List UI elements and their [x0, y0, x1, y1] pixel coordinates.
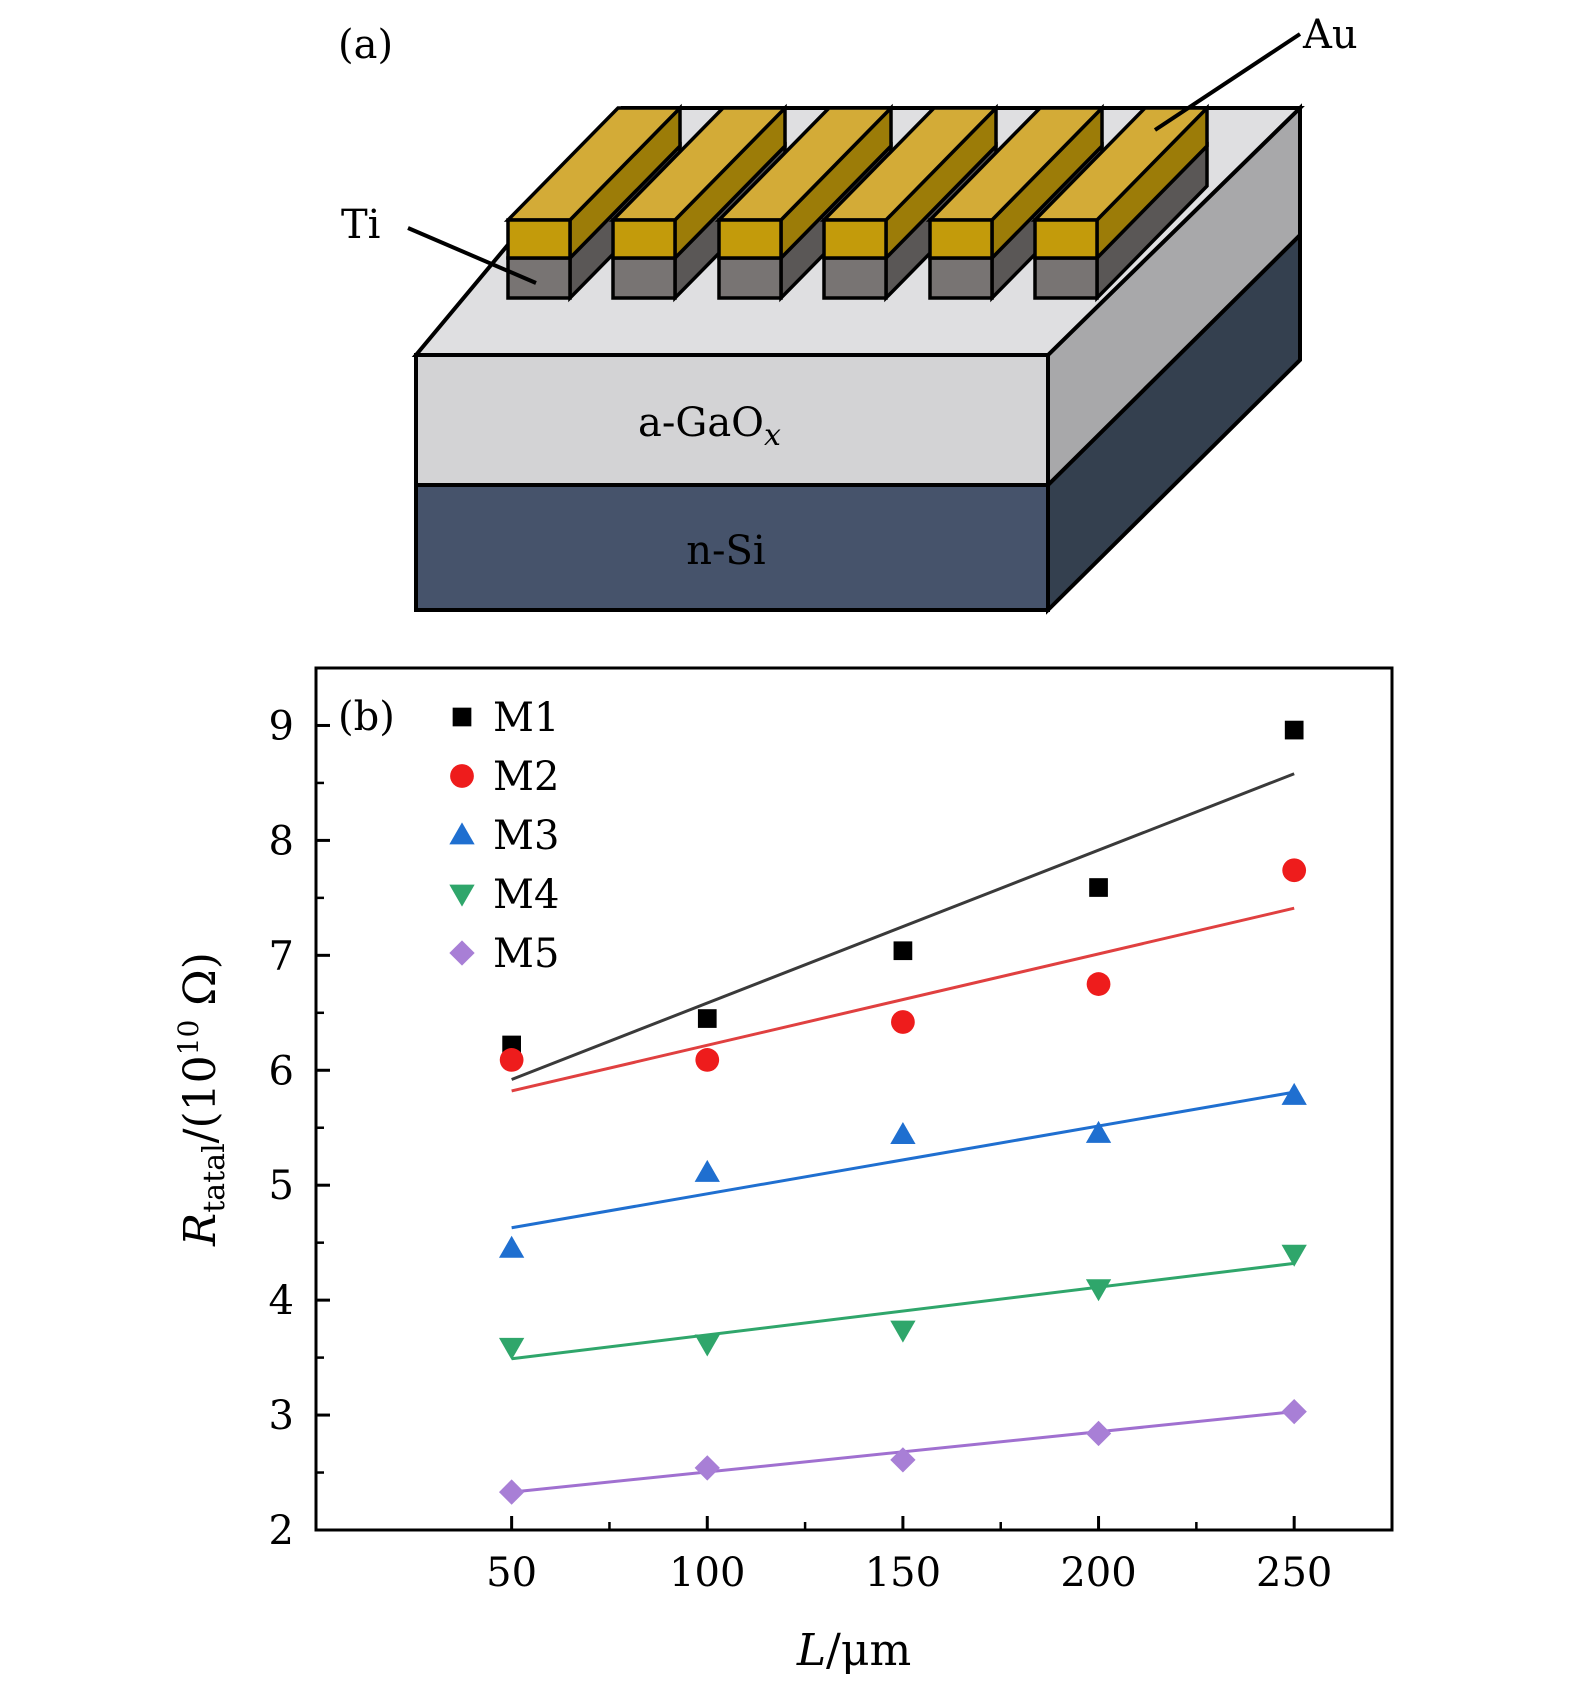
x-tick-label: 250	[1256, 1550, 1332, 1596]
y-tick-label: 3	[269, 1393, 294, 1439]
panel-a-label: (a)	[338, 22, 393, 68]
data-point-m3	[1281, 1082, 1307, 1105]
data-point-m3	[498, 1235, 525, 1258]
y-tick-label: 8	[269, 818, 294, 864]
data-point-m4	[890, 1320, 916, 1343]
data-point-m4	[694, 1334, 720, 1357]
data-point-m3	[890, 1121, 916, 1144]
fit-line-m4	[511, 1261, 1295, 1361]
data-point-m5	[1281, 1398, 1307, 1425]
panel-b-label: (b)	[338, 694, 395, 740]
n-si-label: n-Si	[686, 528, 765, 574]
legend-marker-m5	[449, 940, 475, 966]
data-point-m4	[1085, 1279, 1112, 1302]
data-point-m5	[694, 1455, 720, 1481]
x-tick-label: 100	[669, 1550, 745, 1596]
data-point-m3	[694, 1159, 720, 1182]
ti-front-face	[928, 256, 994, 300]
au-front-face	[928, 218, 994, 260]
ti-front-face	[611, 256, 677, 300]
data-point-m1	[697, 1009, 717, 1028]
legend-label-m3: M3	[493, 813, 559, 859]
ti-front-face	[717, 256, 783, 300]
y-tick-label: 9	[269, 703, 294, 749]
x-tick-label: 50	[486, 1550, 537, 1596]
legend-marker-m3	[449, 822, 475, 845]
y-tick-label: 5	[269, 1163, 294, 1209]
fit-line-m3	[511, 1090, 1295, 1230]
legend-label-m1: M1	[493, 695, 559, 741]
electrode-fingers	[503, 103, 1212, 303]
data-point-m5	[890, 1447, 916, 1473]
x-tick-label: 150	[865, 1550, 941, 1596]
plot-frame	[314, 666, 1394, 1532]
au-front-face	[822, 218, 888, 260]
y-tick-label: 6	[269, 1048, 294, 1094]
ti-leader-line	[407, 226, 537, 285]
device-schematic: (a) Au Ti a-GaOx n-Si	[338, 12, 1358, 615]
x-axis-title: L/μm	[796, 1625, 911, 1676]
resistance-chart: 50 100 150 200 250 2 3 4 5 6 7 8 9 (b) M1 M2 M3 M4 M5 L/…	[172, 666, 1394, 1676]
data-point-m2	[695, 1048, 720, 1072]
data-point-m5	[498, 1479, 525, 1505]
ti-front-face	[822, 256, 888, 300]
data-point-m2	[1086, 972, 1111, 996]
legend: M1 M2 M3 M4 M5	[449, 695, 559, 977]
au-front-face	[717, 218, 783, 260]
y-tick-label: 7	[269, 933, 294, 979]
au-front-face	[506, 218, 572, 260]
fit-line-m2	[511, 906, 1295, 1093]
au-leader-line	[1153, 32, 1302, 132]
y-tick-label: 4	[269, 1278, 294, 1324]
legend-marker-m1	[452, 707, 472, 727]
legend-label-m2: M2	[493, 754, 559, 800]
y-tick-label: 2	[269, 1508, 294, 1554]
fit-line-m1	[511, 772, 1295, 1081]
data-point-m2	[499, 1048, 524, 1072]
gaox-label: a-GaOx	[638, 400, 781, 453]
electrode-finger	[714, 103, 896, 303]
legend-marker-m4	[449, 884, 475, 907]
ti-front-face	[506, 256, 572, 300]
electrode-finger	[1030, 103, 1212, 303]
data-point-m1	[1284, 720, 1304, 740]
y-axis-title: Rtatal/(1010 Ω)	[172, 952, 232, 1247]
data-point-m1	[1089, 878, 1108, 897]
data-point-m4	[1281, 1244, 1307, 1267]
au-label: Au	[1302, 12, 1358, 58]
data-points	[498, 720, 1307, 1505]
au-front-face	[611, 218, 677, 260]
legend-label-m4: M4	[493, 872, 559, 918]
data-point-m3	[1085, 1120, 1112, 1143]
data-point-m1	[893, 941, 913, 961]
data-point-m5	[1085, 1420, 1112, 1447]
data-point-m2	[891, 1010, 915, 1034]
data-point-m2	[1282, 858, 1307, 883]
legend-marker-m2	[450, 764, 474, 788]
legend-label-m5: M5	[493, 931, 559, 977]
ti-front-face	[1033, 256, 1099, 300]
data-point-m4	[498, 1337, 525, 1360]
ti-label: Ti	[341, 202, 380, 248]
au-front-face	[1033, 218, 1099, 260]
x-tick-label: 200	[1060, 1550, 1136, 1596]
